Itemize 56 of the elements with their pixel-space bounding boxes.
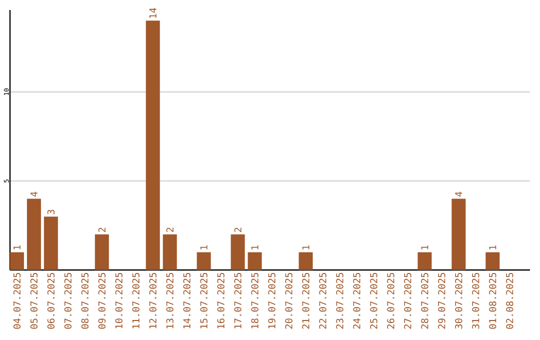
x-tick-label: 27.07.2025 <box>404 272 412 329</box>
x-tick-label: 21.07.2025 <box>302 272 310 329</box>
x-tick-label: 22.07.2025 <box>319 272 326 329</box>
x-tick-label: 31.07.2025 <box>472 272 480 329</box>
data-label: 1 <box>251 245 258 250</box>
x-tick-label: 11.07.2025 <box>132 272 140 328</box>
x-tick-label: 18.07.2025 <box>251 272 258 328</box>
x-tick-label: 01.08.2025 <box>489 272 496 329</box>
data-label: 2 <box>98 228 106 232</box>
bar <box>162 234 177 270</box>
bar <box>146 20 160 270</box>
data-label: 4 <box>30 192 38 197</box>
data-label: 2 <box>234 228 242 232</box>
x-tick-label: 19.07.2025 <box>268 272 276 328</box>
x-tick-label: 10.07.2025 <box>115 272 122 328</box>
x-tick-label: 17.07.2025 <box>234 272 242 328</box>
x-tick-label: 07.07.2025 <box>64 272 72 329</box>
bar <box>230 234 245 270</box>
data-label: 1 <box>489 245 496 250</box>
x-tick-label: 08.07.2025 <box>81 272 89 329</box>
bar <box>418 252 432 270</box>
x-tick-label: 30.07.2025 <box>455 272 462 329</box>
bar <box>94 234 109 270</box>
bar <box>196 252 211 270</box>
bar <box>10 252 24 270</box>
x-tick-label: 25.07.2025 <box>370 272 378 329</box>
x-tick-label: 29.07.2025 <box>438 272 446 329</box>
x-tick-label: 13.07.2025 <box>166 272 174 328</box>
data-label: 1 <box>14 245 20 250</box>
data-label: 14 <box>149 8 156 18</box>
bar <box>44 216 58 270</box>
data-label: 1 <box>421 245 428 250</box>
x-tick-label: 28.07.2025 <box>421 272 428 329</box>
x-tick-label: 24.07.2025 <box>353 272 360 329</box>
bar <box>486 252 500 270</box>
data-label: 2 <box>166 228 174 232</box>
x-tick-label: 23.07.2025 <box>336 272 344 329</box>
data-label: 3 <box>47 210 55 214</box>
x-tick-label: 26.07.2025 <box>387 272 394 329</box>
x-tick-label: 14.07.2025 <box>183 272 190 328</box>
x-tick-label: 06.07.2025 <box>47 272 55 329</box>
x-tick-label: 15.07.2025 <box>200 272 208 328</box>
data-label: 1 <box>200 245 208 250</box>
data-label: 4 <box>455 192 462 197</box>
bar <box>248 252 262 270</box>
x-tick-label: 02.08.2025 <box>506 272 514 329</box>
x-tick-label: 04.07.2025 <box>13 272 21 329</box>
x-tick-label: 20.07.2025 <box>285 272 292 329</box>
data-label: 1 <box>302 245 310 250</box>
bar <box>298 252 313 270</box>
x-tick-label: 12.07.2025 <box>149 272 156 328</box>
x-tick-label: 16.07.2025 <box>217 272 224 328</box>
bar <box>452 198 466 270</box>
x-tick-label: 05.07.2025 <box>30 272 38 329</box>
x-tick-label: 09.07.2025 <box>98 272 106 329</box>
bar <box>26 198 41 270</box>
